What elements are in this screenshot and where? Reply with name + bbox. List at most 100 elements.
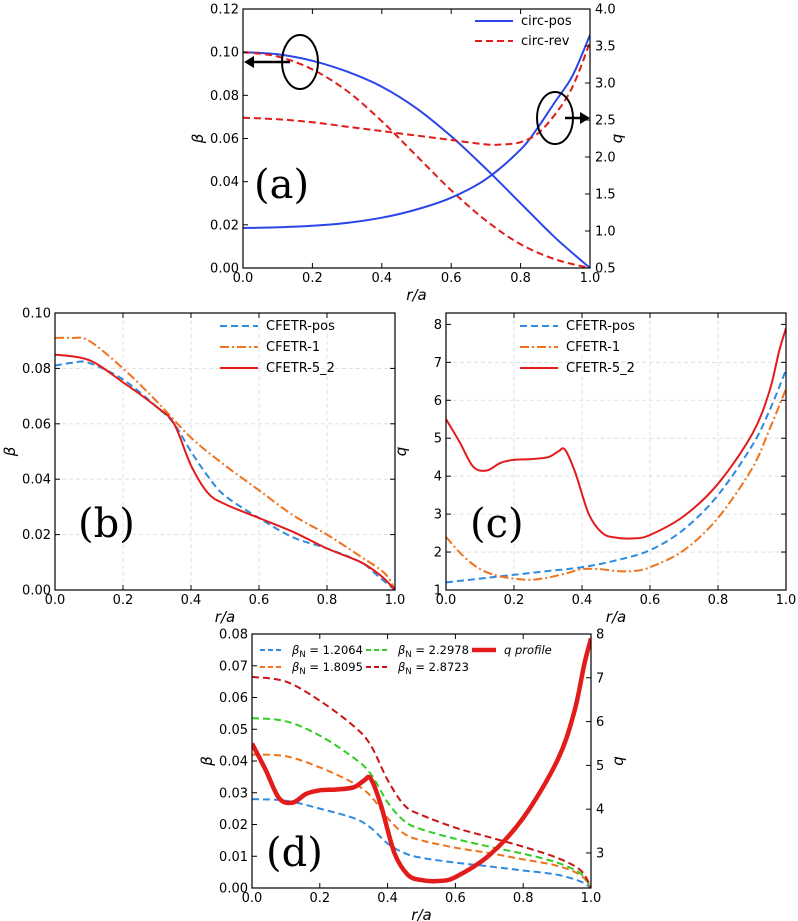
panel-b: 0.0 0.2 0.4 0.6 0.8 1.0 0.00 0.02 0.04 0.06 0.08 0.… xyxy=(1,307,405,627)
y-tick-label: 7 xyxy=(434,356,442,371)
y-axis-label: q xyxy=(392,447,410,457)
x-tick-label: 1.0 xyxy=(776,593,797,608)
x-tick-label: 1.0 xyxy=(581,891,602,906)
x-axis-label: r/a xyxy=(411,906,431,921)
legend-symbol: β xyxy=(291,643,299,657)
y-tick-label-right: 3 xyxy=(596,846,604,861)
y-axis-label-right: q xyxy=(608,134,626,144)
panel-label: (a) xyxy=(254,162,309,208)
y-tick-label-right: 7 xyxy=(596,671,604,686)
y-tick-label: 6 xyxy=(434,394,442,409)
y-tick-label-right: 2.5 xyxy=(595,114,616,129)
y-tick-label: 0.04 xyxy=(210,175,239,190)
legend-symbol: β xyxy=(397,660,405,674)
x-tick-label: 0.2 xyxy=(113,593,134,608)
legend-value: q profile xyxy=(504,643,552,657)
x-tick-label: 0.4 xyxy=(371,271,392,286)
legend-value: = 1.2064 xyxy=(306,643,363,657)
series-line-d-2 xyxy=(252,717,591,888)
x-tick-label: 0.2 xyxy=(504,593,525,608)
x-tick-label: 0.0 xyxy=(233,271,254,286)
y-tick-label-right: 3.0 xyxy=(595,77,616,92)
x-axis-label: r/a xyxy=(406,286,426,304)
legend-label: CFETR-1 xyxy=(266,340,320,355)
legend-value: = 2.2978 xyxy=(412,643,469,657)
y-tick-label-right: 8 xyxy=(596,628,604,643)
series-line-a-3 xyxy=(243,41,590,146)
x-tick-label: 0.8 xyxy=(317,593,338,608)
x-tick-label: 0.6 xyxy=(445,891,466,906)
panel-d: 0.0 0.2 0.4 0.6 0.8 1.0 0.00 0.01 0.02 0.03 0.04 0.… xyxy=(198,628,627,921)
y-axis-label: β xyxy=(1,446,19,457)
arrow-left-icon xyxy=(244,56,254,68)
series-line-a-1 xyxy=(243,51,590,268)
series-line-b-1 xyxy=(55,336,395,590)
y-tick-label: 0.06 xyxy=(219,691,248,706)
x-tick-label: 0.6 xyxy=(249,593,270,608)
x-tick-label: 0.6 xyxy=(640,593,661,608)
legend-symbol: β xyxy=(397,643,405,657)
x-tick-label: 0.4 xyxy=(377,891,398,906)
y-tick-label: 0.12 xyxy=(210,3,239,18)
series-line-d-3 xyxy=(252,675,591,888)
legend-label: CFETR-5_2 xyxy=(566,361,635,376)
series-line-d-0 xyxy=(252,798,591,888)
y-tick-label-right: 2.0 xyxy=(595,151,616,166)
panel-a: 0.0 0.2 0.4 0.6 0.8 1.0 0.00 0.02 0.04 0.06 0.08 0.… xyxy=(189,3,626,305)
y-tick-label: 0.00 xyxy=(219,882,248,897)
legend-label: CFETR-5_2 xyxy=(266,361,335,376)
y-tick-label: 0.08 xyxy=(22,362,51,377)
y-tick-label: 0.02 xyxy=(219,818,248,833)
y-tick-label: 0.04 xyxy=(219,755,248,770)
y-tick-label-right: 6 xyxy=(596,715,604,730)
x-tick-label: 1.0 xyxy=(580,271,601,286)
x-tick-label: 0.4 xyxy=(181,593,202,608)
y-tick-label: 0.10 xyxy=(210,46,239,61)
x-tick-label: 0.4 xyxy=(572,593,593,608)
x-tick-label: 1.0 xyxy=(385,593,406,608)
y-tick-label: 5 xyxy=(434,432,442,447)
legend-label: βN = 1.2064 xyxy=(291,643,363,660)
axes-frame xyxy=(445,312,787,591)
y-tick-label: 4 xyxy=(434,470,442,485)
series-line-d-1 xyxy=(252,753,591,888)
x-tick-label: 0.0 xyxy=(436,593,457,608)
panel-label: (c) xyxy=(470,501,524,547)
series-line-a-2 xyxy=(243,34,590,229)
x-axis-label: r/a xyxy=(215,608,235,626)
y-tick-label-right: 3.5 xyxy=(595,40,616,55)
series-line-b-0 xyxy=(55,360,395,590)
legend-value: = 1.8095 xyxy=(306,660,363,674)
y-tick-label: 0.06 xyxy=(22,417,51,432)
series-line-d-4 xyxy=(252,637,591,884)
y-tick-label: 0.00 xyxy=(210,262,239,277)
series-line-c-0 xyxy=(446,369,786,584)
x-tick-label: 0.8 xyxy=(510,271,531,286)
y-tick-label: 8 xyxy=(434,318,442,333)
y-tick-label: 1 xyxy=(434,584,442,599)
legend-value: = 2.8723 xyxy=(412,660,469,674)
y-tick-label-right: 0.5 xyxy=(595,262,616,277)
arrow-right-icon xyxy=(580,112,590,124)
panel-label: (d) xyxy=(266,830,323,876)
y-tick-label: 0.10 xyxy=(22,307,51,322)
panel-label: (b) xyxy=(78,501,135,547)
legend-label: βN = 2.2978 xyxy=(397,643,469,660)
y-tick-label-right: 5 xyxy=(596,759,604,774)
y-tick-label-right: 4 xyxy=(596,803,604,818)
y-tick-label: 0.08 xyxy=(210,89,239,104)
x-axis-label: r/a xyxy=(606,608,626,626)
legend-label: q profile xyxy=(504,643,552,657)
y-tick-label: 2 xyxy=(434,546,442,561)
series-line-a-0 xyxy=(243,51,590,268)
y-axis-label-right: q xyxy=(609,756,627,766)
legend-label: CFETR-pos xyxy=(266,319,335,334)
axes-frame xyxy=(54,312,396,591)
y-tick-label: 0.06 xyxy=(210,132,239,147)
series-line-c-2 xyxy=(446,327,786,540)
y-tick-label: 0.02 xyxy=(22,528,51,543)
legend-label: βN = 2.8723 xyxy=(397,660,469,677)
legend-label: βN = 1.8095 xyxy=(291,660,363,677)
y-tick-label: 0.01 xyxy=(219,850,248,865)
series-line-c-1 xyxy=(446,388,786,581)
